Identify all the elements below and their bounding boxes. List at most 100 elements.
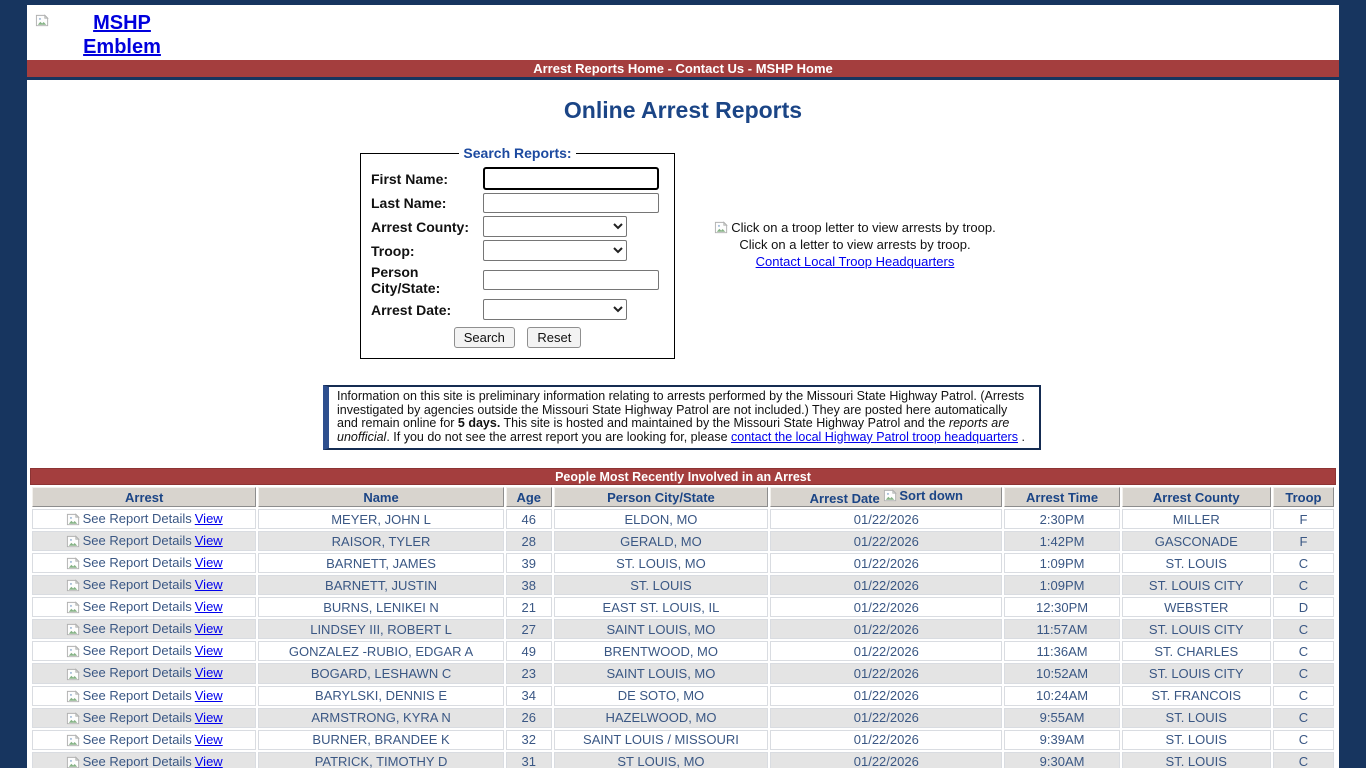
arrest-county-cell: GASCONADE — [1121, 531, 1271, 552]
city-state-cell: SAINT LOUIS, MO — [553, 619, 769, 640]
see-report-details-broken-image-icon[interactable] — [66, 754, 81, 768]
city-state-cell: GERALD, MO — [553, 531, 769, 552]
see-report-details-broken-image-icon[interactable] — [66, 621, 81, 636]
column-header-arrest-date: Arrest Date Sort down — [770, 487, 1003, 507]
view-report-link[interactable]: View — [194, 687, 223, 703]
see-report-details-alt-text: See Report Details — [82, 555, 192, 571]
nav-separator: - — [663, 61, 676, 76]
column-header-age: Age — [505, 487, 552, 507]
sort-down-label: Sort down — [899, 488, 963, 503]
name-cell: MEYER, JOHN L — [258, 509, 504, 530]
view-report-link[interactable]: View — [194, 511, 223, 526]
troop-select[interactable] — [483, 240, 627, 261]
name-cell: BURNS, LENIKEI N — [258, 597, 504, 618]
troop-map-alt-text: Click on a troop letter to view arrests … — [731, 219, 996, 235]
arrest-date-select[interactable] — [483, 299, 627, 320]
results-section: People Most Recently Involved in an Arre… — [30, 468, 1336, 768]
last-name-input[interactable] — [483, 193, 659, 213]
arrest-county-row: Arrest County: — [371, 216, 664, 237]
see-report-details-broken-image-icon[interactable] — [66, 732, 81, 747]
arrest-time-cell: 11:36AM — [1004, 641, 1120, 662]
view-report-link[interactable]: View — [194, 621, 223, 637]
results-table-body: See Report Details View MEYER, JOHN L 46 ELD… — [32, 509, 1334, 768]
page-container: MSHP Emblem Arrest Reports Home - Contac… — [27, 5, 1339, 768]
name-cell: BOGARD, LESHAWN C — [258, 663, 504, 684]
troop-cell: C — [1272, 641, 1334, 662]
see-report-details-broken-image-icon[interactable] — [66, 533, 81, 548]
reset-button[interactable]: Reset — [527, 327, 582, 348]
see-report-details-broken-image-icon[interactable] — [66, 710, 81, 725]
age-cell: 28 — [505, 531, 552, 552]
see-report-details-broken-image-icon[interactable] — [66, 643, 81, 658]
arrest-county-label: Arrest County: — [371, 218, 470, 235]
person-city-state-input[interactable] — [483, 270, 659, 290]
troop-cell: D — [1272, 597, 1334, 618]
city-state-cell: BRENTWOOD, MO — [553, 641, 769, 662]
arrest-county-cell: ST. LOUIS CITY — [1121, 575, 1271, 596]
age-cell: 27 — [505, 619, 552, 640]
view-report-link[interactable]: View — [194, 753, 223, 768]
view-report-link[interactable]: View — [194, 533, 223, 549]
see-report-details-broken-image-icon[interactable] — [66, 665, 81, 680]
broken-image-icon — [35, 14, 49, 27]
search-button[interactable]: Search — [453, 327, 515, 348]
action-cell: See Report Details View — [32, 531, 257, 552]
arrest-table-row: See Report Details View GONZALEZ -RUBIO, E… — [32, 641, 1334, 662]
see-report-details-broken-image-icon[interactable] — [66, 688, 81, 703]
broken-image-icon — [884, 489, 898, 502]
arrest-table-row: See Report Details View MEYER, JOHN L 46 ELD… — [32, 509, 1334, 530]
column-header-arrest: Arrest — [32, 487, 257, 507]
broken-image-icon — [66, 733, 80, 746]
troop-cell: C — [1272, 751, 1334, 768]
arrest-table-row: See Report Details View BARNETT, JAMES 39 ST… — [32, 553, 1334, 574]
arrest-date-cell: 01/22/2026 — [770, 531, 1003, 552]
view-report-link[interactable]: View — [194, 709, 223, 725]
mshp-emblem-link[interactable]: MSHP Emblem — [35, 11, 187, 59]
arrest-date-cell: 01/22/2026 — [770, 575, 1003, 596]
see-report-details-broken-image-icon[interactable] — [66, 555, 81, 570]
arrest-time-cell: 1:09PM — [1004, 575, 1120, 596]
arrest-county-cell: ST. LOUIS — [1121, 707, 1271, 728]
view-report-link[interactable]: View — [194, 577, 223, 593]
see-report-details-alt-text: See Report Details — [82, 665, 192, 681]
view-report-link[interactable]: View — [194, 599, 223, 615]
see-report-details-broken-image-icon[interactable] — [66, 511, 81, 526]
mshp-emblem-alt-text: MSHP Emblem — [83, 12, 161, 58]
view-report-link[interactable]: View — [194, 665, 223, 681]
person-city-state-label: Person City/State: — [371, 264, 441, 296]
see-report-details-broken-image-icon[interactable] — [66, 577, 81, 592]
contact-local-troop-hq-link[interactable]: Contact Local Troop Headquarters — [755, 254, 955, 270]
nav-mshp-home-link[interactable]: MSHP Home — [755, 61, 833, 76]
notice-bold-text: 5 days. — [457, 416, 501, 430]
broken-image-icon — [66, 645, 80, 658]
person-city-state-row: Person City/State: — [371, 264, 664, 296]
see-report-details-alt-text: See Report Details — [82, 687, 192, 703]
contact-troop-headquarters-link[interactable]: contact the local Highway Patrol troop h… — [731, 429, 1018, 444]
column-header-arrest-time: Arrest Time — [1004, 487, 1120, 507]
arrest-time-cell: 10:52AM — [1004, 663, 1120, 684]
see-report-details-alt-text: See Report Details — [82, 599, 192, 615]
broken-image-icon — [66, 667, 80, 680]
action-cell: See Report Details View — [32, 575, 257, 596]
city-state-cell: SAINT LOUIS / MISSOURI — [553, 729, 769, 750]
see-report-details-broken-image-icon[interactable] — [66, 599, 81, 614]
header-band: MSHP Emblem — [27, 5, 1339, 60]
first-name-input[interactable] — [483, 167, 659, 190]
broken-image-icon — [66, 513, 80, 526]
sort-down-control[interactable]: Sort down — [883, 488, 963, 503]
nav-contact-us-link[interactable]: Contact Us — [675, 61, 745, 76]
name-cell: BARNETT, JAMES — [258, 553, 504, 574]
arrest-table-row: See Report Details View PATRICK, TIMOTHY D… — [32, 751, 1334, 768]
column-header-troop: Troop — [1272, 487, 1334, 507]
action-cell: See Report Details View — [32, 663, 257, 684]
view-report-link[interactable]: View — [194, 643, 223, 659]
nav-arrest-reports-home-link[interactable]: Arrest Reports Home — [533, 61, 664, 76]
view-report-link[interactable]: View — [194, 731, 223, 747]
arrest-county-select[interactable] — [483, 216, 627, 237]
arrest-table-row: See Report Details View BARNETT, JUSTIN 38 S… — [32, 575, 1334, 596]
age-cell: 31 — [505, 751, 552, 768]
view-report-link[interactable]: View — [194, 555, 223, 571]
